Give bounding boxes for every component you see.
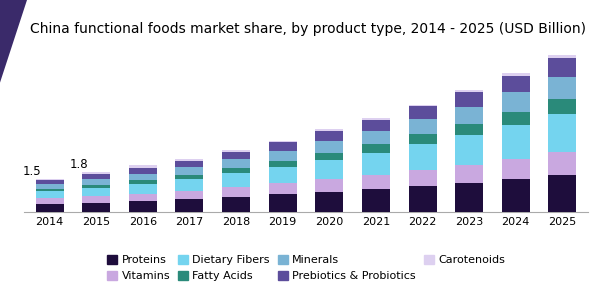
Bar xyxy=(129,184,157,194)
Bar xyxy=(35,191,64,199)
Bar xyxy=(455,135,483,165)
Bar xyxy=(502,76,530,92)
Bar xyxy=(175,161,203,167)
Bar xyxy=(269,183,296,194)
Bar xyxy=(82,203,110,212)
Bar xyxy=(316,153,343,160)
Bar xyxy=(362,118,390,120)
Bar xyxy=(316,192,343,212)
Bar xyxy=(409,144,437,170)
Bar xyxy=(455,92,483,107)
Bar xyxy=(362,144,390,153)
Bar xyxy=(35,184,64,189)
Text: 1.8: 1.8 xyxy=(69,158,88,171)
Bar xyxy=(362,131,390,144)
Bar xyxy=(548,99,577,114)
Bar xyxy=(409,119,437,135)
Bar xyxy=(548,77,577,99)
Bar xyxy=(129,180,157,184)
Bar xyxy=(269,161,296,167)
Bar xyxy=(502,159,530,179)
Bar xyxy=(129,174,157,180)
Bar xyxy=(175,167,203,175)
Bar xyxy=(82,196,110,203)
Bar xyxy=(175,159,203,161)
Bar xyxy=(129,168,157,174)
Bar xyxy=(269,194,296,212)
Bar xyxy=(362,189,390,212)
Bar xyxy=(35,180,64,184)
Bar xyxy=(222,168,250,173)
Bar xyxy=(269,142,296,151)
Bar xyxy=(222,187,250,197)
Bar xyxy=(82,185,110,188)
Bar xyxy=(548,55,577,58)
Bar xyxy=(548,114,577,152)
Bar xyxy=(175,179,203,191)
Bar xyxy=(409,170,437,186)
Bar xyxy=(82,179,110,185)
Bar xyxy=(222,159,250,168)
Bar xyxy=(316,130,343,131)
Bar xyxy=(129,201,157,212)
Bar xyxy=(548,58,577,77)
Bar xyxy=(35,189,64,191)
Bar xyxy=(129,165,157,168)
Bar xyxy=(35,179,64,180)
Bar xyxy=(35,199,64,204)
Bar xyxy=(222,152,250,159)
Bar xyxy=(502,124,530,159)
Bar xyxy=(222,173,250,187)
Bar xyxy=(409,186,437,212)
Bar xyxy=(269,151,296,161)
Bar xyxy=(362,153,390,175)
Bar xyxy=(316,131,343,141)
Text: China functional foods market share, by product type, 2014 - 2025 (USD Billion): China functional foods market share, by … xyxy=(29,22,586,36)
Bar xyxy=(502,92,530,112)
Bar xyxy=(548,175,577,212)
Bar xyxy=(455,183,483,212)
Bar xyxy=(175,199,203,212)
Bar xyxy=(362,175,390,189)
Bar xyxy=(82,188,110,196)
Bar xyxy=(222,150,250,152)
Bar xyxy=(175,175,203,179)
Bar xyxy=(455,165,483,183)
Bar xyxy=(269,167,296,183)
Bar xyxy=(316,160,343,179)
Bar xyxy=(455,124,483,135)
Text: 1.5: 1.5 xyxy=(23,165,41,178)
Bar xyxy=(502,112,530,124)
Bar xyxy=(502,179,530,212)
Bar xyxy=(455,90,483,92)
Bar xyxy=(502,73,530,76)
Bar xyxy=(35,204,64,212)
Bar xyxy=(409,135,437,144)
Bar xyxy=(455,107,483,124)
Bar xyxy=(129,194,157,201)
Legend: Proteins, Vitamins, Dietary Fibers, Fatty Acids, Minerals, Prebiotics & Probioti: Proteins, Vitamins, Dietary Fibers, Fatt… xyxy=(107,255,505,281)
Bar xyxy=(548,152,577,175)
Bar xyxy=(409,106,437,119)
Bar xyxy=(82,172,110,174)
Bar xyxy=(175,191,203,199)
Bar xyxy=(316,141,343,153)
Bar xyxy=(362,120,390,131)
Bar xyxy=(409,105,437,106)
Bar xyxy=(222,197,250,212)
Bar xyxy=(269,141,296,142)
Bar xyxy=(82,174,110,179)
Bar xyxy=(316,179,343,192)
